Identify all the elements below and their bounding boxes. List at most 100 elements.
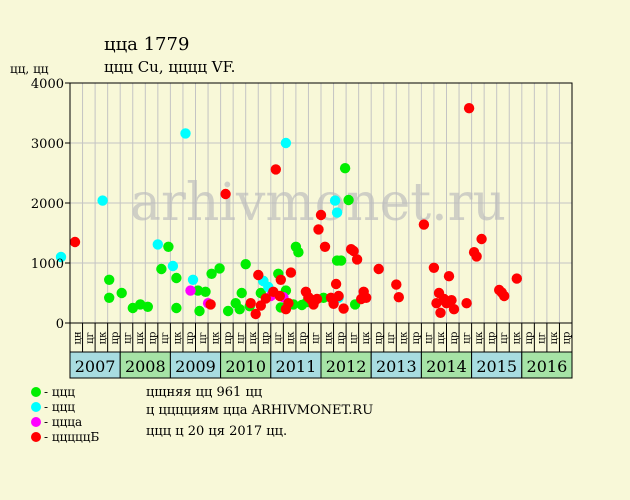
- period-label: цр: [298, 332, 309, 345]
- data-point: [283, 298, 294, 309]
- data-point: [446, 295, 457, 306]
- chart-title: ццa 1779: [104, 34, 189, 55]
- period-label: цк: [210, 331, 221, 344]
- year-cell: [420, 351, 473, 379]
- year-axis: 2007 2008 2009 2010 2011 2012 2013 2014 2015 2016: [69, 351, 573, 379]
- data-point: [116, 287, 127, 299]
- period-label: цк: [361, 331, 372, 344]
- year-label: 2007: [75, 357, 116, 376]
- legend-label: - цццa: [44, 415, 82, 429]
- data-point: [156, 263, 167, 275]
- data-point: [338, 303, 349, 314]
- data-point: [104, 292, 115, 303]
- data-point: [275, 274, 286, 285]
- data-point: [205, 299, 216, 310]
- period-label: цг: [273, 332, 284, 344]
- period-label: цн: [72, 331, 83, 344]
- legend-marker: [31, 432, 41, 442]
- data-point: [333, 290, 344, 302]
- data-point: [330, 278, 342, 290]
- data-point: [260, 293, 271, 304]
- data-point: [274, 290, 285, 302]
- period-label: цр: [148, 332, 159, 345]
- data-point: [311, 293, 323, 305]
- data-point: [329, 195, 341, 206]
- data-point: [335, 255, 347, 266]
- data-point: [351, 254, 363, 265]
- y-tick-label: 3000: [31, 137, 64, 152]
- data-point: [270, 164, 281, 175]
- data-point: [214, 263, 225, 274]
- data-point: [418, 219, 430, 230]
- data-point: [152, 239, 163, 250]
- data-point: [236, 287, 247, 299]
- data-point: [315, 209, 327, 221]
- year-cell: [220, 351, 272, 379]
- y-axis-unit: цц, цц: [10, 62, 49, 76]
- period-label: цг: [235, 332, 246, 344]
- chart-subtitle: ццц Cu, цццц VF.: [104, 58, 235, 76]
- legend-label: - ццц: [44, 385, 75, 399]
- y-axis-ticks: 0 1000 2000 3000 4000: [31, 77, 70, 332]
- period-label: цк: [549, 331, 560, 344]
- data-point: [171, 302, 182, 314]
- y-tick-label: 4000: [31, 77, 64, 92]
- period-label: цр: [261, 332, 272, 345]
- period-label: цр: [373, 332, 384, 345]
- year-label: 2012: [326, 357, 367, 376]
- y-tick-label: 2000: [31, 197, 64, 212]
- period-axis: цн цг цк цр цг цк цр цг цк цр цг цк цр цг цк цр цг цк цр цг…: [69, 322, 573, 353]
- data-point: [222, 305, 234, 317]
- period-label: цр: [486, 332, 497, 345]
- data-point: [463, 103, 475, 114]
- data-point: [391, 279, 402, 290]
- data-point: [511, 273, 522, 284]
- data-point: [443, 271, 455, 282]
- data-point: [200, 286, 211, 297]
- period-label: цг: [85, 332, 96, 344]
- year-cell: [521, 351, 573, 379]
- period-label: цк: [286, 331, 297, 344]
- period-label: цг: [499, 332, 510, 344]
- data-point: [180, 128, 191, 139]
- data-point: [220, 188, 231, 200]
- year-cell: [370, 351, 422, 379]
- period-label: цр: [110, 332, 121, 345]
- info-line-1: цщняя цц 961 цц: [146, 385, 262, 400]
- year-label: 2014: [426, 357, 467, 376]
- period-label: цг: [424, 332, 435, 344]
- data-point: [339, 163, 351, 174]
- data-point: [331, 207, 343, 218]
- data-point: [97, 195, 108, 206]
- period-label: цг: [537, 332, 548, 344]
- data-point: [250, 308, 261, 320]
- data-point: [187, 274, 199, 285]
- period-label: цк: [399, 331, 410, 344]
- year-cell: [169, 351, 222, 379]
- data-point: [163, 241, 174, 252]
- period-label: цк: [135, 331, 146, 344]
- period-label: цг: [198, 332, 209, 344]
- data-point: [240, 259, 251, 270]
- data-point: [280, 137, 292, 149]
- period-label: цк: [248, 331, 259, 344]
- year-label: 2013: [376, 357, 417, 376]
- data-point: [319, 241, 331, 252]
- period-label: цг: [348, 332, 359, 344]
- data-point: [499, 290, 510, 302]
- year-label: 2015: [476, 357, 517, 376]
- data-point: [393, 292, 404, 303]
- year-label: 2010: [225, 357, 266, 376]
- y-tick-label: 0: [56, 317, 64, 332]
- info-line-2: ц цццциям цца ARHIVMONET.RU: [146, 403, 373, 418]
- data-points: [55, 103, 522, 320]
- data-point: [448, 304, 460, 315]
- year-label: 2009: [175, 357, 216, 376]
- period-label: цг: [122, 332, 133, 344]
- legend-marker: [31, 417, 41, 427]
- period-label: цр: [449, 332, 460, 345]
- year-label: 2008: [125, 357, 166, 376]
- legend-label: - ццц: [44, 400, 75, 414]
- watermark: arhivmonet.ru: [130, 173, 506, 233]
